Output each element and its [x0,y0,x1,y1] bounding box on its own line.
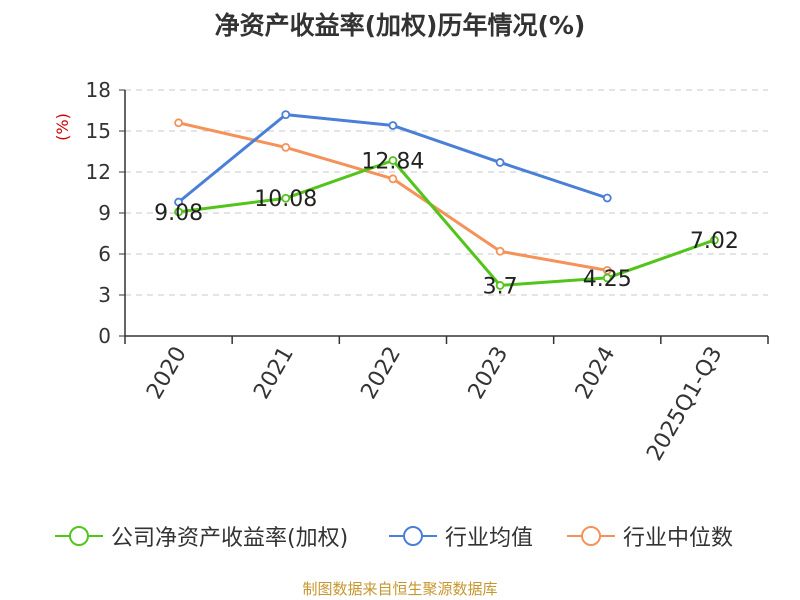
series-2-point-1 [281,142,291,152]
y-tick-label-9: 9 [98,201,111,225]
series-line-2 [178,121,608,272]
series-2-point-3 [495,246,505,256]
data-label-company-4: 4.25 [583,267,632,292]
data-label-company-3: 3.7 [483,274,518,299]
series-0-point-1 [281,193,291,203]
y-tick-label-6: 6 [98,242,111,266]
series-1-point-0 [174,197,183,207]
legend-label-industry-median: 行业中位数 [623,526,734,551]
y-tick-label-15: 15 [86,119,111,143]
y-tick-label-18: 18 [86,78,111,102]
data-source-note: 制图数据来自恒生聚源数据库 [302,580,498,598]
x-tick-label-2022: 2022 [356,343,406,404]
legend-marker-company-roe-icon [55,526,103,546]
x-tick-label-2020: 2020 [142,343,192,404]
legend-item-company-roe[interactable]: 公司净资产收益率(加权) [55,521,348,551]
series-2-point-0 [174,118,183,128]
legend-label-industry-mean: 行业均值 [445,526,534,551]
legend-item-industry-mean[interactable]: 行业均值 [389,521,533,551]
y-tick-label-0: 0 [98,324,111,348]
data-label-company-5: 7.02 [690,229,739,254]
series-line-0 [178,159,715,287]
series-0-point-4 [602,273,612,283]
legend-marker-industry-median-icon [567,526,615,546]
legend-marker-industry-mean-icon [389,526,437,546]
series-1-point-3 [495,158,505,167]
y-tick-label-12: 12 [86,160,111,184]
y-tick-label-3: 3 [98,283,111,307]
legend-item-industry-median[interactable]: 行业中位数 [567,521,733,551]
series-1-point-4 [602,193,612,203]
chart-title: 净资产收益率(加权)历年情况(%) [214,11,586,40]
series-0-point-3 [495,281,505,290]
x-tick-label-2021: 2021 [249,343,299,404]
x-tick-label-2025q1-q3: 2025Q1-Q3 [642,343,727,466]
series-0-point-0 [174,207,183,217]
data-label-company-0: 9.08 [154,201,203,226]
series-2-point-2 [388,174,398,184]
series-1-point-1 [281,110,291,119]
data-label-company-1: 10.08 [254,187,317,212]
series-0-point-5 [710,235,719,245]
legend-label-company-roe: 公司净资产收益率(加权) [111,526,349,551]
x-tick-label-2024: 2024 [571,343,621,404]
x-tick-label-2023: 2023 [464,343,514,404]
series-0-point-2 [388,156,398,165]
y-axis-label: (%) [53,113,72,141]
data-label-company-2: 12.84 [361,150,424,175]
series-1-point-2 [388,121,398,130]
